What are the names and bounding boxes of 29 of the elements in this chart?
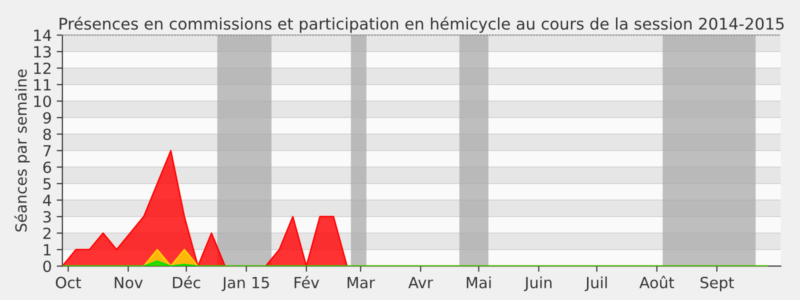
x-tick-label: Août — [639, 276, 674, 288]
x-tick-label: Mai — [466, 276, 491, 288]
y-tick-label: 2 — [43, 228, 50, 239]
y-tick-label: 7 — [44, 145, 51, 156]
y-tick-label: 5 — [43, 178, 51, 190]
x-tick-label: Oct — [56, 276, 82, 288]
x-tick-label: Juil — [584, 276, 607, 292]
y-tick-label: 14 — [34, 30, 52, 41]
y-tick-label: 4 — [43, 194, 52, 206]
y-tick-label: 12 — [34, 62, 50, 74]
y-tick-label: 13 — [34, 46, 51, 58]
x-tick-label: Juin — [524, 276, 552, 292]
y-axis-title: Séances par semaine — [14, 69, 30, 232]
chart-title: Présences en commissions et participation en hémicycle au cours de la session 2014-2015 — [60, 16, 784, 33]
x-tick-label: Déc — [173, 276, 200, 288]
x-tick-label: Nov — [114, 276, 143, 288]
y-tick-label: 8 — [43, 128, 51, 140]
y-tick-label: 1 — [44, 244, 51, 256]
x-tick-label: Avr — [408, 276, 434, 288]
x-tick-label: Fév — [294, 276, 320, 288]
y-tick-label: 10 — [34, 96, 51, 108]
y-tick-label: 6 — [43, 162, 52, 174]
x-tick-label: Jan 15 — [222, 276, 269, 292]
y-tick-label: 0 — [43, 260, 51, 272]
x-tick-label: Mar — [348, 276, 376, 288]
x-tick-label: Sept — [700, 276, 734, 292]
y-tick-label: 11 — [34, 79, 51, 90]
y-tick-label: 3 — [43, 211, 51, 223]
y-tick-label: 9 — [43, 112, 51, 124]
